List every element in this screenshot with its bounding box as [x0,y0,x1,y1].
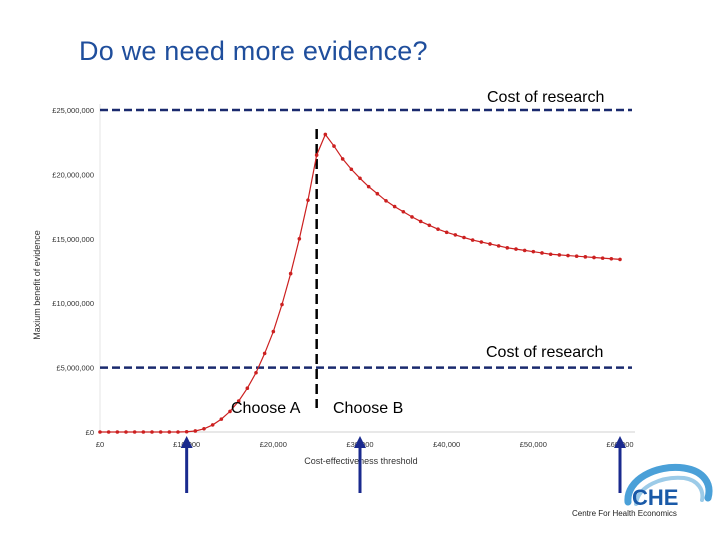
data-point [184,429,189,434]
data-point [115,430,120,434]
data-point [262,351,267,356]
data-point [583,255,588,259]
data-point [444,230,449,235]
cost-of-research-label-top: Cost of research [487,89,605,106]
up-arrow-head-icon [180,436,193,448]
y-tick-label: £25,000,000 [52,106,94,115]
data-point [271,329,276,334]
data-point [314,153,319,157]
data-point [358,176,362,181]
data-point [609,256,614,261]
data-point [392,204,397,209]
logo-text: CHE [632,485,679,510]
x-tick-label: £20,000 [260,440,287,449]
data-point [210,423,215,427]
data-point [410,215,414,219]
data-point [236,399,241,403]
x-tick-label: £40,000 [433,440,460,449]
data-point [514,247,518,251]
data-point [566,253,570,258]
data-point [470,238,475,242]
data-point [141,430,146,434]
data-point [176,430,180,434]
data-point [462,235,466,240]
data-point [167,430,172,434]
up-arrow-head-icon [354,436,366,448]
data-point [366,184,371,189]
data-point [600,256,605,260]
data-point [574,254,579,258]
choose-a-label: Choose A [231,400,301,417]
data-point [132,430,137,434]
data-point [297,237,302,241]
data-point [254,370,258,375]
data-point [522,248,527,253]
data-point [228,409,232,414]
che-logo [566,462,716,532]
data-point [453,233,458,237]
data-point [557,253,562,257]
data-point [193,429,198,433]
data-point [323,132,328,137]
data-point [202,426,206,431]
data-point [245,386,250,391]
choose-b-label: Choose B [333,400,404,417]
cost-of-research-label-bottom: Cost of research [486,344,604,361]
data-point [496,244,501,248]
data-point [540,251,544,255]
data-point [488,242,492,246]
data-point [288,271,293,276]
logo-subtitle: Centre For Health Economics [572,509,677,518]
data-point [280,302,284,307]
data-point [219,417,224,421]
data-point [479,240,484,244]
y-tick-label: £10,000,000 [52,299,94,308]
data-point [150,430,154,434]
x-tick-label: £0 [96,440,104,449]
arrows-layer [180,436,626,493]
data-point [505,246,510,250]
up-arrow-head-icon [614,436,626,448]
y-axis-title: Maxium benefit of evidence [32,230,42,340]
data-point [384,199,388,203]
data-point [106,430,111,434]
series-layer [98,132,622,434]
y-tick-label: £20,000,000 [52,170,94,179]
data-point [375,191,380,196]
data-point [531,249,536,254]
data-point [349,167,354,172]
x-tick-label: £50,000 [520,440,547,449]
data-point [592,255,596,260]
data-point [98,430,102,434]
slide-title: Do we need more evidence? [79,36,428,66]
data-point [158,430,163,434]
data-point [332,144,336,148]
data-point [124,430,128,434]
data-point [548,252,553,257]
data-point [418,219,423,224]
data-point [306,198,310,202]
che-logo-swirl-icon [624,463,713,506]
reference-lines [100,108,632,408]
y-tick-label: £15,000,000 [52,235,94,244]
data-point [340,157,345,161]
data-point [401,209,406,214]
y-tick-label: £5,000,000 [56,364,94,373]
data-point [427,223,432,228]
y-tick-label: £0 [86,428,94,437]
data-point [618,257,622,262]
data-point [436,227,440,231]
